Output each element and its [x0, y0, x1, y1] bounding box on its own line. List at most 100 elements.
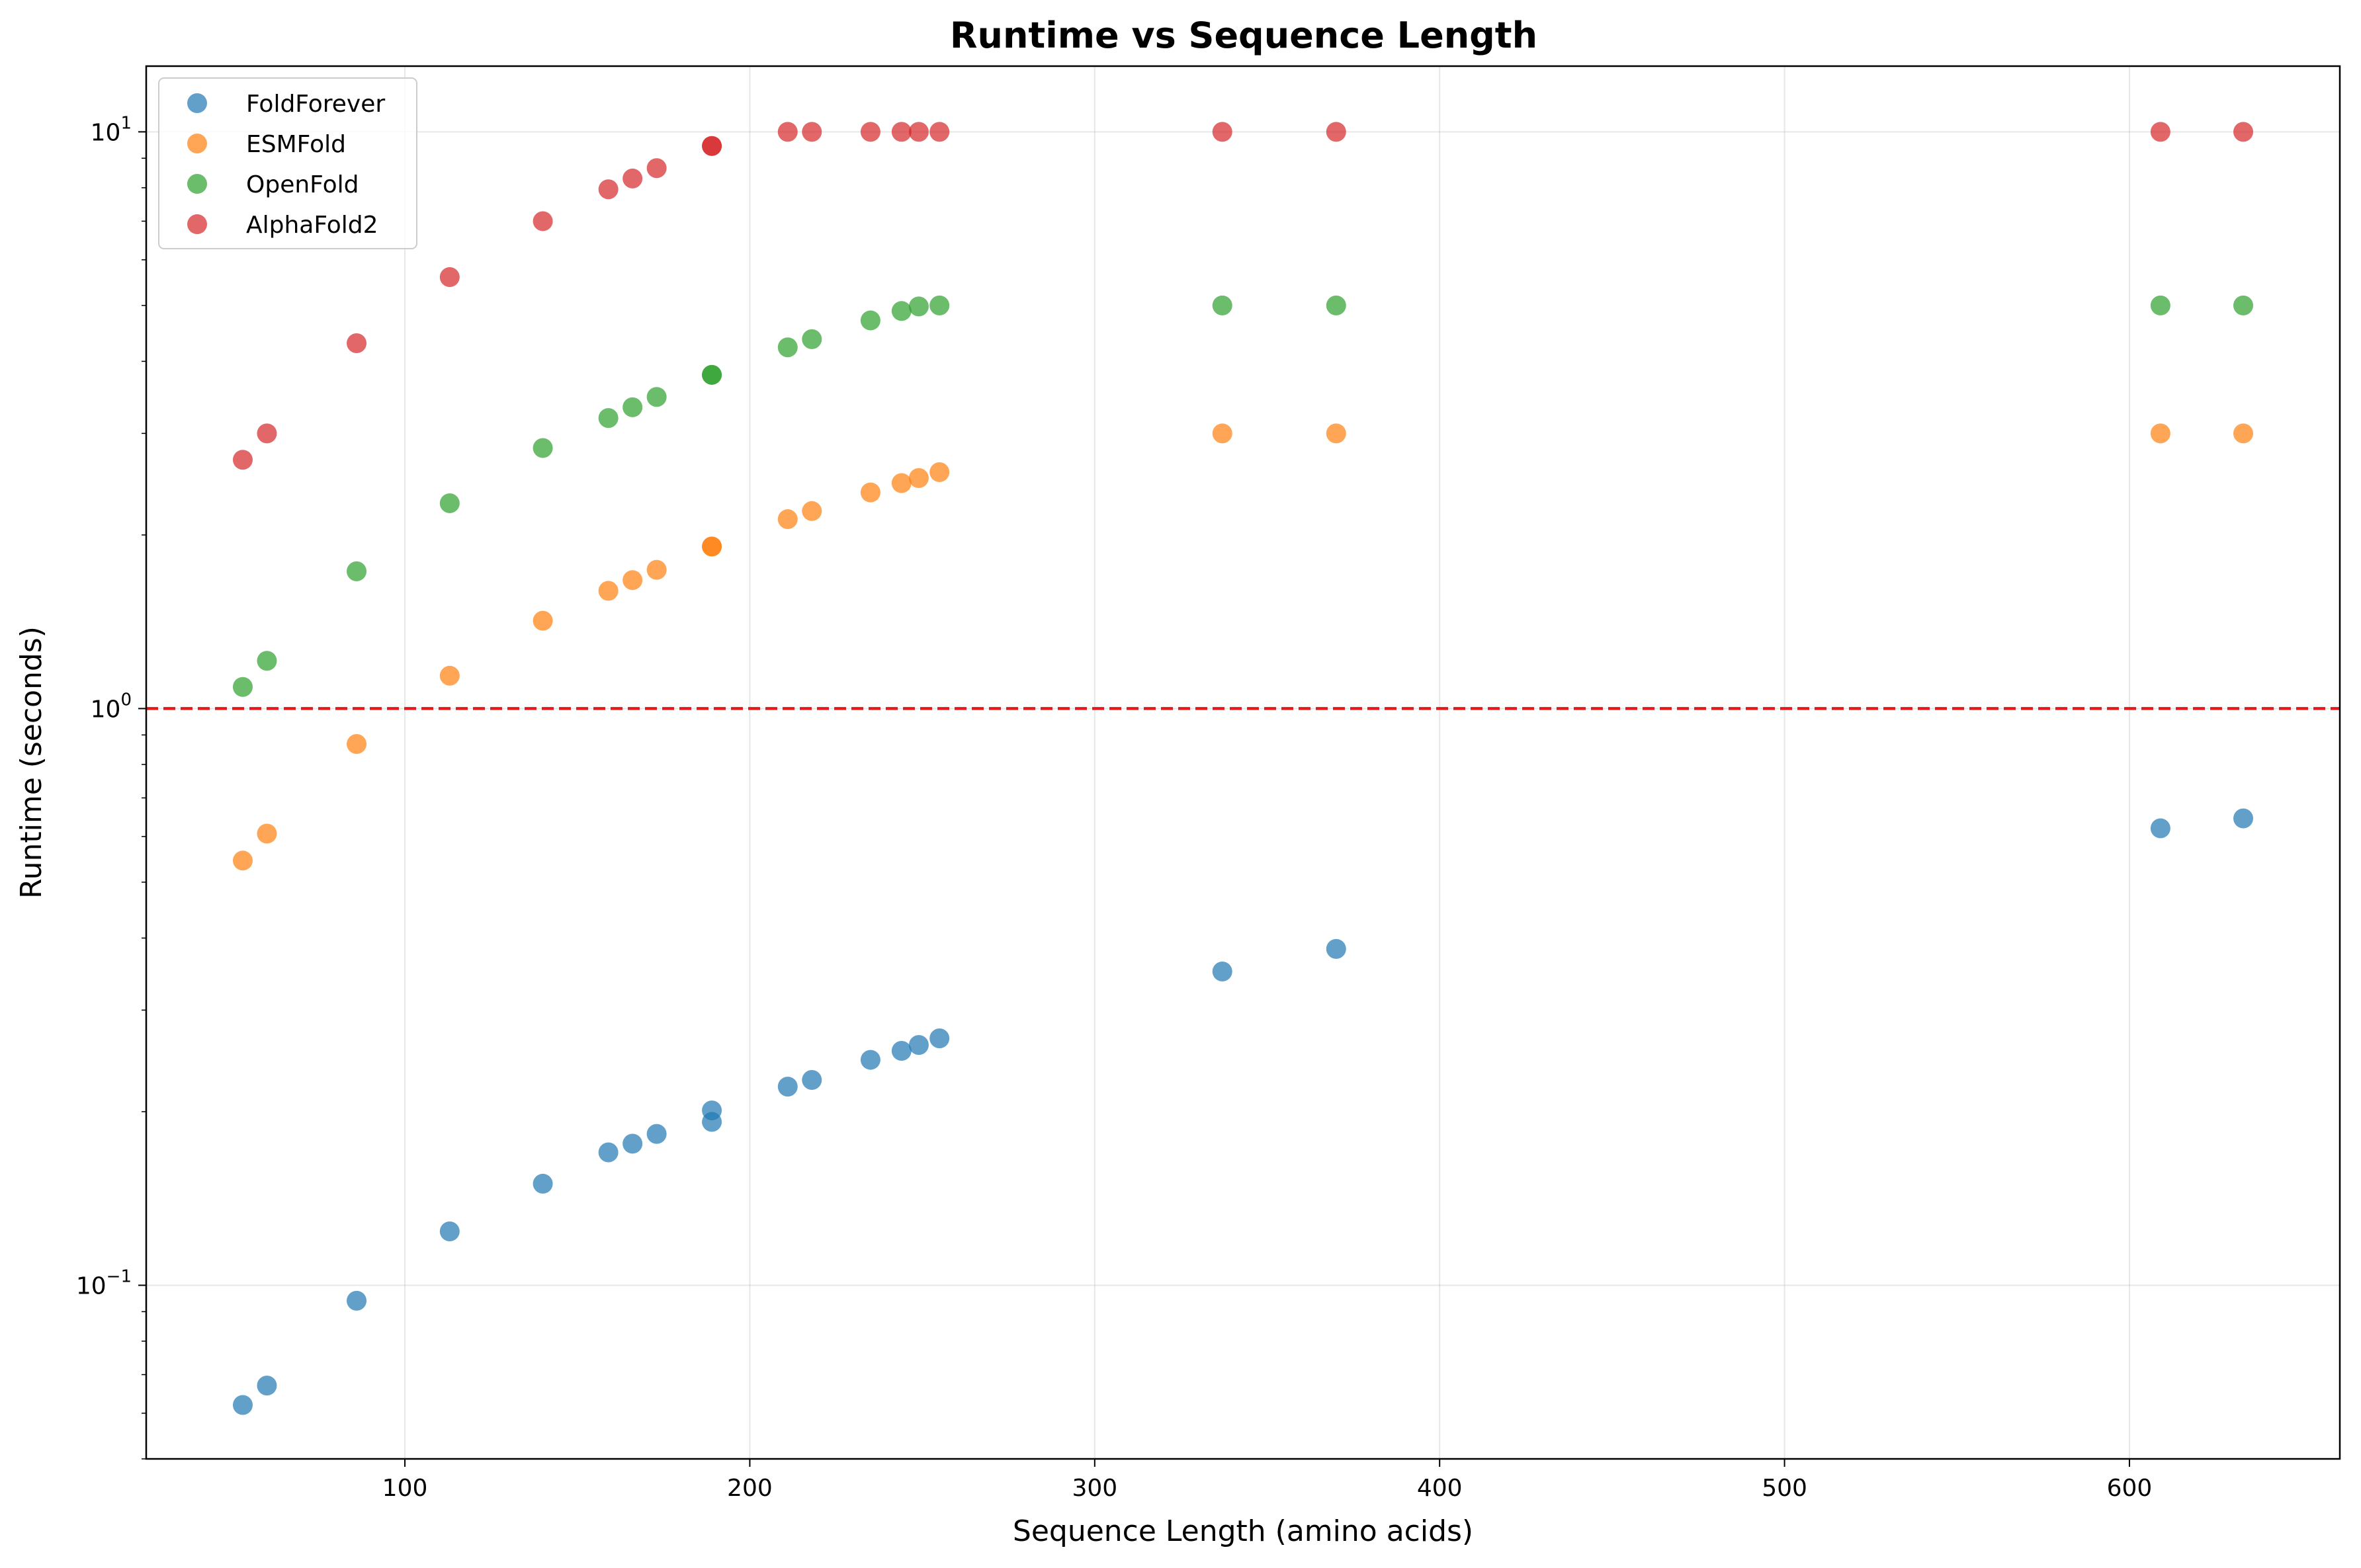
point-openfold [622, 397, 643, 417]
point-esmfold [1326, 423, 1346, 444]
point-alphafold2 [891, 122, 912, 142]
point-foldforever [598, 1142, 619, 1163]
chart-title: Runtime vs Sequence Length [950, 15, 1537, 56]
x-axis-label: Sequence Length (amino acids) [1013, 1514, 1473, 1548]
point-openfold [347, 561, 367, 581]
point-alphafold2 [646, 158, 667, 179]
point-foldforever [1212, 962, 1232, 982]
point-esmfold [232, 850, 253, 871]
point-esmfold [860, 482, 880, 503]
point-esmfold [908, 468, 929, 488]
point-alphafold2 [802, 122, 822, 142]
point-alphafold2 [2233, 122, 2254, 142]
legend-label: ESMFold [246, 131, 346, 158]
point-alphafold2 [439, 267, 460, 287]
point-esmfold [891, 473, 912, 493]
x-tick-label: 600 [2107, 1475, 2153, 1502]
point-alphafold2 [860, 122, 880, 142]
legend-label: OpenFold [246, 171, 359, 198]
point-openfold [1212, 295, 1232, 315]
point-openfold [777, 337, 798, 358]
point-foldforever [1326, 938, 1346, 959]
point-openfold [802, 329, 822, 349]
legend-label: FoldForever [246, 91, 385, 118]
point-alphafold2 [929, 122, 950, 142]
point-alphafold2 [2150, 122, 2170, 142]
point-esmfold [802, 501, 822, 521]
point-alphafold2 [622, 168, 643, 188]
point-openfold [860, 310, 880, 331]
legend-label: AlphaFold2 [246, 212, 378, 239]
point-alphafold2 [257, 423, 277, 444]
plot-area [146, 66, 2340, 1459]
point-openfold [908, 296, 929, 317]
point-openfold [2233, 295, 2254, 315]
point-esmfold [533, 610, 553, 631]
y-axis-label: Runtime (seconds) [15, 626, 48, 899]
point-foldforever [802, 1070, 822, 1091]
point-openfold [891, 301, 912, 321]
point-foldforever [232, 1395, 253, 1415]
y-tick-label: 100 [91, 690, 132, 723]
axis-ticks: 100 200 300 400 500 600 10−1 100 101 [76, 113, 2152, 1502]
point-foldforever [347, 1290, 367, 1311]
y-tick-label: 10−1 [76, 1266, 132, 1300]
point-openfold [439, 493, 460, 513]
point-alphafold2 [533, 211, 553, 231]
point-openfold [1326, 295, 1346, 315]
point-esmfold [257, 823, 277, 844]
point-foldforever [439, 1221, 460, 1242]
legend-marker [187, 174, 207, 194]
point-openfold [232, 677, 253, 697]
point-foldforever [2150, 818, 2170, 839]
point-openfold [646, 387, 667, 407]
point-esmfold [2233, 423, 2254, 444]
point-alphafold2 [702, 136, 722, 156]
point-esmfold [702, 536, 722, 557]
point-alphafold2 [232, 450, 253, 470]
point-alphafold2 [1326, 122, 1346, 142]
point-openfold [929, 295, 950, 315]
point-alphafold2 [598, 179, 619, 200]
x-tick-label: 300 [1072, 1475, 1117, 1502]
point-foldforever [891, 1040, 912, 1061]
point-esmfold [347, 734, 367, 755]
point-esmfold [439, 665, 460, 686]
data-points [232, 122, 2254, 1415]
x-tick-label: 400 [1417, 1475, 1463, 1502]
point-openfold [702, 364, 722, 385]
point-openfold [257, 651, 277, 671]
point-foldforever [257, 1376, 277, 1396]
point-openfold [2150, 295, 2170, 315]
point-openfold [598, 408, 619, 429]
x-tick-label: 500 [1762, 1475, 1807, 1502]
point-alphafold2 [1212, 122, 1232, 142]
legend: FoldForever ESMFold OpenFold AlphaFold2 [158, 77, 417, 249]
legend-marker [187, 134, 207, 153]
legend-box [158, 77, 417, 249]
point-alphafold2 [777, 122, 798, 142]
point-alphafold2 [347, 333, 367, 354]
point-foldforever [533, 1173, 553, 1194]
point-foldforever [908, 1035, 929, 1055]
point-foldforever [622, 1134, 643, 1154]
point-foldforever [702, 1100, 722, 1121]
point-esmfold [777, 509, 798, 530]
plot-frame [145, 65, 2341, 1460]
point-openfold [533, 438, 553, 458]
legend-marker [187, 214, 207, 234]
point-foldforever [2233, 808, 2254, 829]
y-tick-label: 101 [91, 113, 132, 146]
point-foldforever [646, 1124, 667, 1144]
point-foldforever [777, 1077, 798, 1097]
x-tick-label: 100 [382, 1475, 428, 1502]
point-foldforever [860, 1050, 880, 1070]
point-esmfold [929, 462, 950, 482]
point-esmfold [2150, 423, 2170, 444]
point-foldforever [929, 1028, 950, 1049]
point-esmfold [598, 581, 619, 601]
point-esmfold [646, 559, 667, 580]
legend-marker [187, 93, 207, 113]
point-alphafold2 [908, 122, 929, 142]
